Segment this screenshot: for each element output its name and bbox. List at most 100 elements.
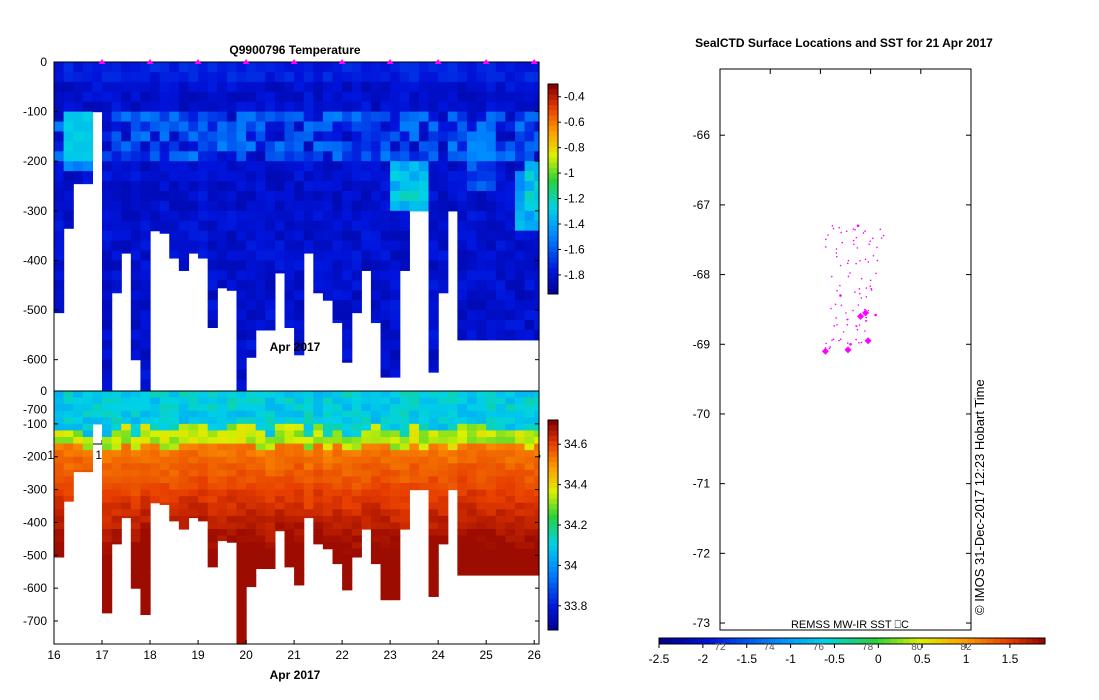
heatmap-cell xyxy=(111,391,122,399)
map-point xyxy=(870,289,873,291)
heatmap-cell xyxy=(486,437,497,445)
heatmap-cell xyxy=(486,141,497,152)
heatmap-cell xyxy=(505,476,516,484)
heatmap-cell xyxy=(226,502,238,510)
map-point xyxy=(865,295,868,298)
heatmap-cell xyxy=(130,339,142,351)
heatmap-cell xyxy=(188,240,199,252)
heatmap-cell xyxy=(313,171,324,182)
heatmap-cell xyxy=(438,529,449,537)
heatmap-cell xyxy=(265,509,276,517)
heatmap-cell xyxy=(284,423,295,432)
heatmap-cell xyxy=(486,310,497,321)
heatmap-cell xyxy=(54,310,65,314)
heatmap-cell xyxy=(342,151,353,162)
heatmap-cell xyxy=(274,430,286,438)
heatmap-cell xyxy=(322,101,334,113)
heatmap-cell xyxy=(332,310,343,321)
heatmap-cell xyxy=(332,502,343,510)
salinity-plot-frame xyxy=(53,390,540,645)
heatmap-cell xyxy=(303,509,314,517)
heatmap-cell xyxy=(495,502,506,510)
heatmap-cell xyxy=(130,404,142,412)
heatmap-cell xyxy=(284,101,295,113)
map-point xyxy=(849,342,852,346)
heatmap-cell xyxy=(102,515,113,524)
sst-swatch xyxy=(813,638,821,644)
heatmap-cell xyxy=(54,522,65,530)
heatmap-cell xyxy=(399,161,410,172)
heatmap-cell xyxy=(82,437,94,445)
heatmap-cell xyxy=(102,329,113,341)
heatmap-cell xyxy=(140,581,151,589)
heatmap-cell xyxy=(476,141,487,152)
heatmap-cell xyxy=(313,515,324,524)
heatmap-cell xyxy=(140,391,151,399)
heatmap-cell xyxy=(342,548,353,556)
heatmap-cell xyxy=(370,561,382,565)
heatmap-cell xyxy=(447,450,458,458)
colorbar-swatch xyxy=(548,504,558,510)
heatmap-cell xyxy=(121,190,132,202)
heatmap-cell xyxy=(370,240,382,252)
heatmap-cell xyxy=(351,200,362,212)
heatmap-cell xyxy=(130,548,142,556)
heatmap-cell xyxy=(140,496,151,504)
heatmap-cell xyxy=(63,430,74,438)
heatmap-cell xyxy=(495,111,506,123)
heatmap-cell xyxy=(514,515,526,524)
heatmap-cell xyxy=(130,502,142,510)
heatmap-cell xyxy=(476,443,487,451)
heatmap-cell xyxy=(303,240,314,252)
heatmap-cell xyxy=(188,181,199,192)
heatmap-cell xyxy=(370,443,382,451)
heatmap-cell xyxy=(457,121,468,133)
heatmap-cell xyxy=(207,290,218,301)
heatmap-cell xyxy=(102,230,113,242)
heatmap-cell xyxy=(495,151,506,162)
heatmap-cell xyxy=(265,450,276,458)
heatmap-cell xyxy=(255,260,266,271)
colorbar-swatch xyxy=(548,220,558,227)
colorbar-swatch xyxy=(548,472,558,479)
heatmap-cell xyxy=(73,469,84,473)
heatmap-cell xyxy=(82,131,94,142)
heatmap-cell xyxy=(54,515,65,524)
heatmap-cell xyxy=(121,151,132,162)
heatmap-cell xyxy=(342,310,353,321)
map-point xyxy=(840,304,843,307)
heatmap-cell xyxy=(332,101,343,113)
map-point xyxy=(868,243,871,246)
sst-swatch xyxy=(716,638,724,644)
heatmap-cell xyxy=(313,181,324,192)
heatmap-cell xyxy=(505,542,516,550)
heatmap-cell xyxy=(198,502,209,510)
heatmap-cell xyxy=(294,290,305,301)
heatmap-cell xyxy=(418,476,430,484)
heatmap-cell xyxy=(111,483,122,491)
heatmap-cell xyxy=(495,522,506,530)
heatmap-cell xyxy=(121,456,132,464)
heatmap-cell xyxy=(207,404,218,412)
heatmap-cell xyxy=(82,81,94,93)
map-point xyxy=(830,307,832,310)
heatmap-cell xyxy=(428,469,439,478)
heatmap-cell xyxy=(495,404,506,412)
heatmap-cell xyxy=(102,270,113,281)
map-point xyxy=(876,259,879,262)
colorbar-swatch xyxy=(548,446,558,452)
heatmap-cell xyxy=(169,430,180,438)
colorbar-swatch xyxy=(548,603,558,610)
heatmap-cell xyxy=(505,121,516,133)
heatmap-cell xyxy=(313,151,324,162)
heatmap-cell xyxy=(121,62,132,73)
heatmap-cell xyxy=(140,81,151,93)
heatmap-cell xyxy=(178,410,190,418)
heatmap-cell xyxy=(351,290,362,301)
heatmap-cell xyxy=(332,476,343,484)
heatmap-cell xyxy=(438,141,449,152)
heatmap-cell xyxy=(207,280,218,291)
heatmap-cell xyxy=(380,437,391,445)
heatmap-cell xyxy=(322,450,334,458)
heatmap-cell xyxy=(505,280,516,291)
